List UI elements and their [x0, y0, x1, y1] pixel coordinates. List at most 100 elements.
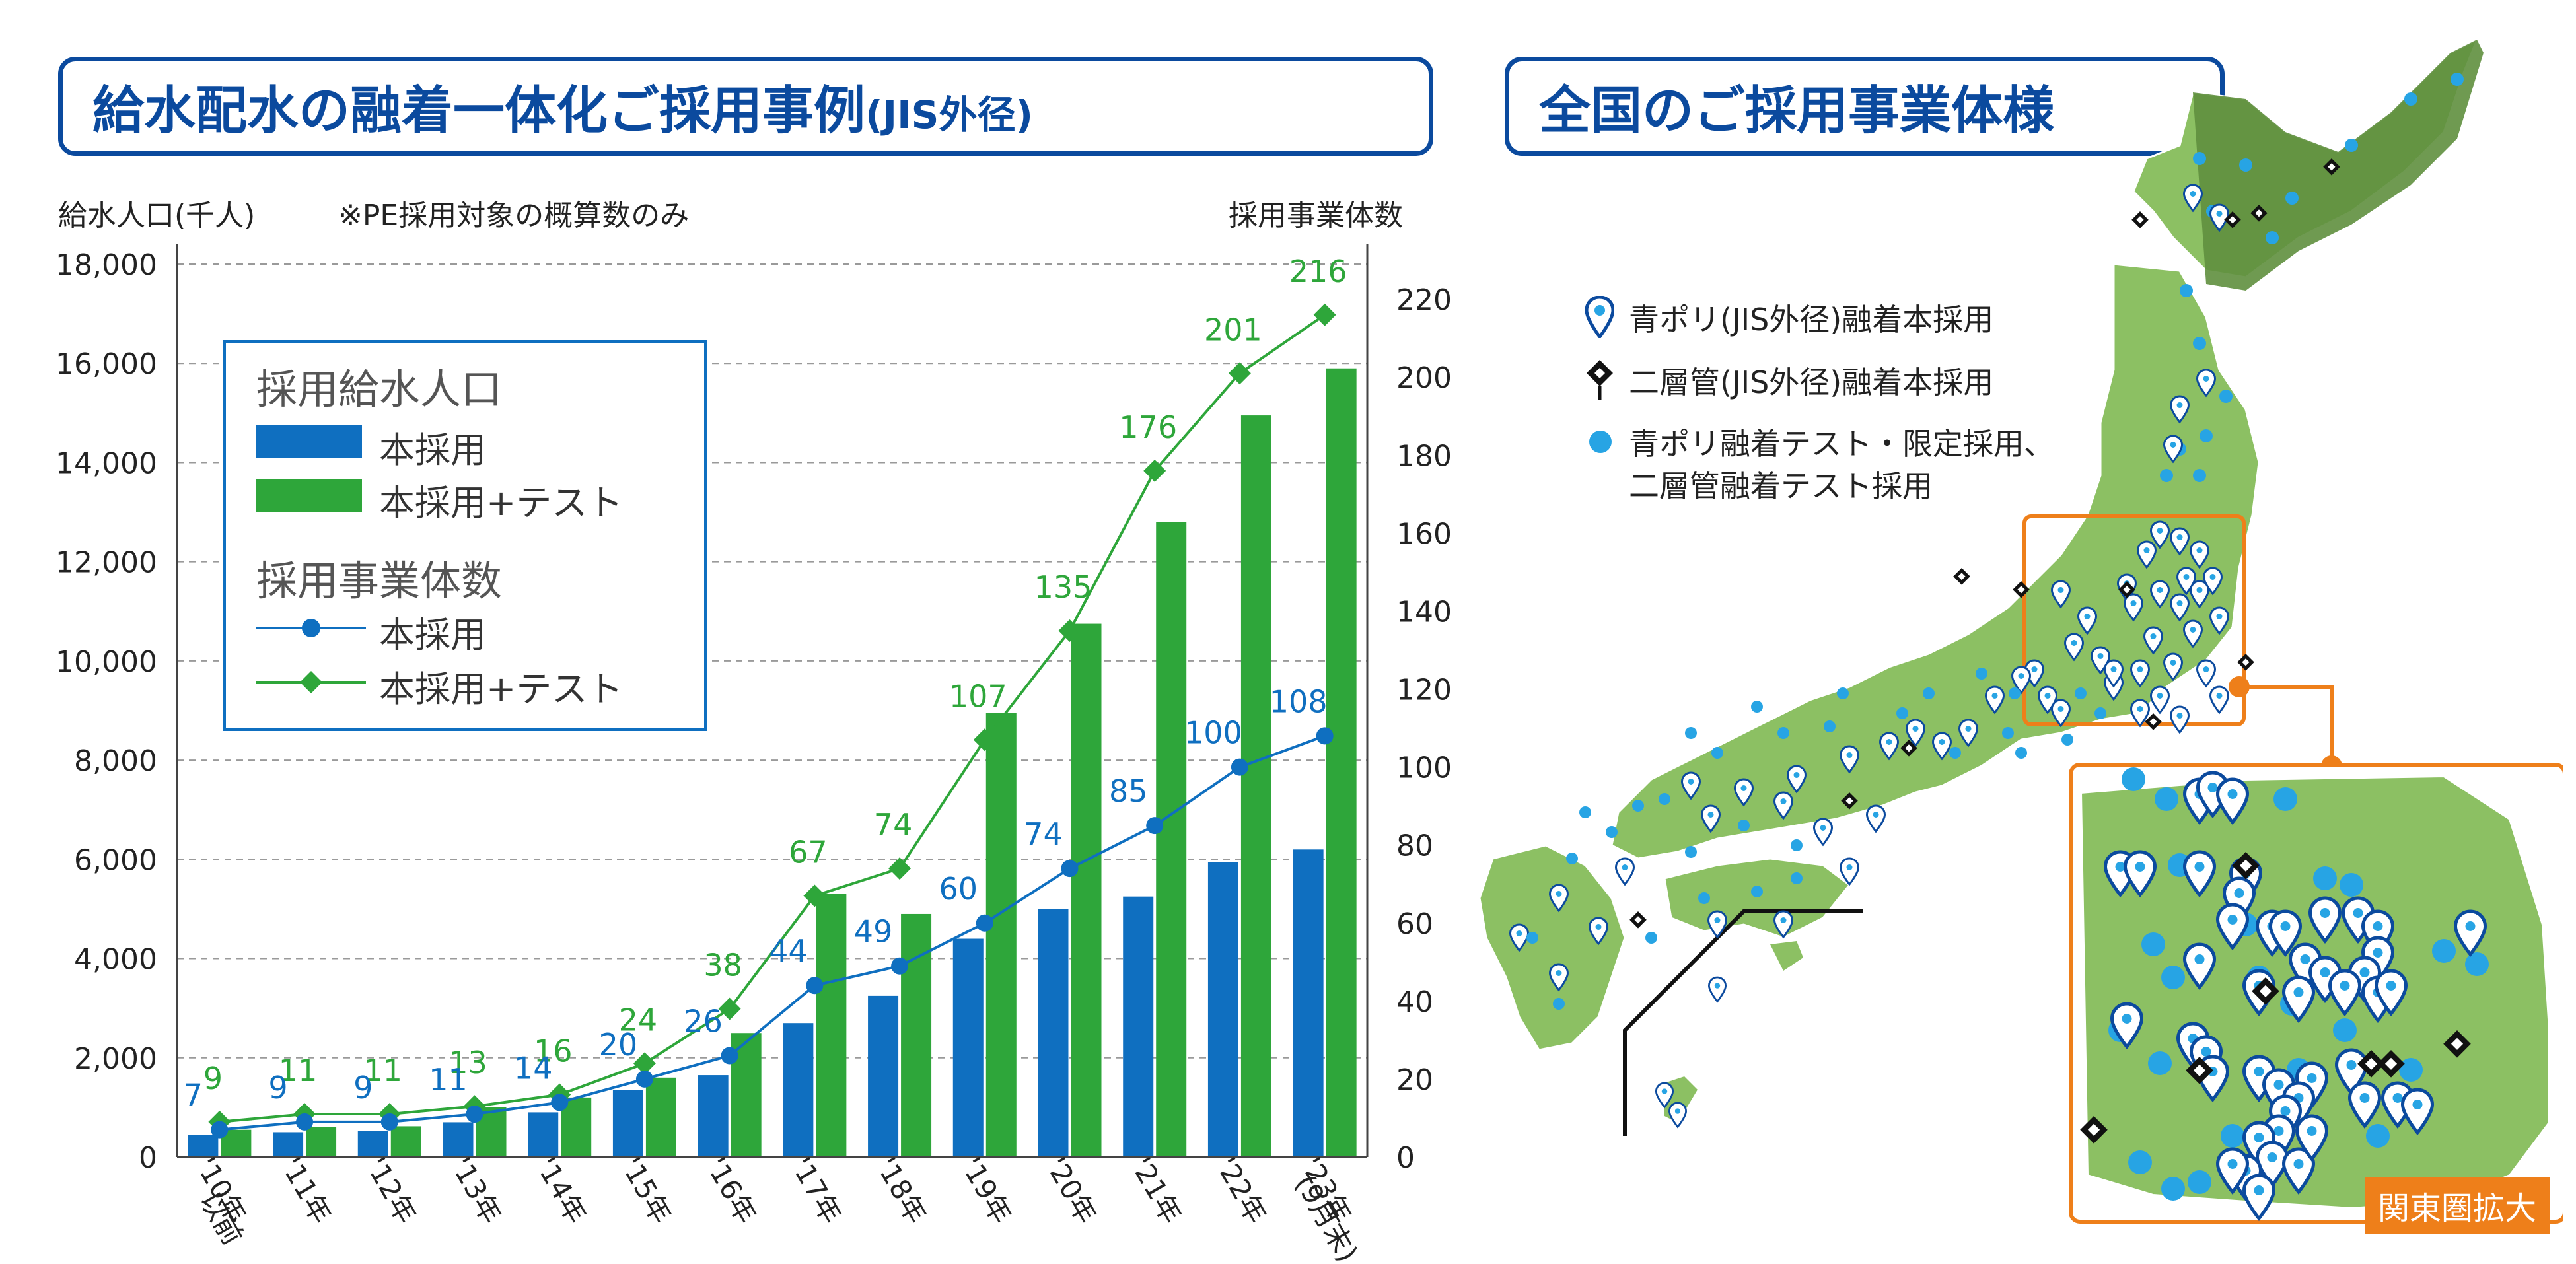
- bar-honsaiyou-test: [390, 1126, 421, 1157]
- legend-bar-green-swatch: [256, 479, 362, 512]
- blue-dot-icon: [1777, 727, 1789, 739]
- blue-dot-icon: [2161, 1177, 2185, 1201]
- blue-dot-icon: [1751, 886, 1763, 897]
- blue-pin-center: [2207, 783, 2218, 792]
- right-tick-label: 160: [1396, 517, 1452, 551]
- black-pin-center: [2242, 658, 2250, 666]
- blue-dot-icon: [1566, 853, 1578, 864]
- blue-pin-icon: [1839, 745, 1860, 774]
- bar-honsaiyou: [1123, 896, 1154, 1157]
- blue-dot-icon: [1824, 720, 1836, 732]
- blue-pin-center: [2254, 1067, 2264, 1076]
- point-honsaiyou-test: [1143, 459, 1166, 482]
- blue-pin-icon: [2215, 1147, 2250, 1195]
- blue-pin-icon: [2110, 1002, 2144, 1049]
- right-tick-label: 0: [1396, 1141, 1415, 1175]
- blue-pin-icon: [1707, 976, 1727, 1003]
- right-tick-label: 120: [1396, 674, 1452, 707]
- blue-dot-icon: [1685, 846, 1697, 858]
- legend-line-blue-label: 本採用: [379, 614, 486, 656]
- blue-dot-icon: [1837, 687, 1849, 699]
- blue-dot-icon: [1659, 793, 1670, 805]
- blue-pin-icon: [2136, 540, 2157, 569]
- bar-honsaiyou-test: [306, 1127, 337, 1157]
- right-tick-label: 200: [1396, 361, 1452, 395]
- blue-dot-icon: [2200, 429, 2213, 442]
- blue-pin-center: [1688, 779, 1694, 785]
- left-tick-label: 4,000: [74, 943, 157, 977]
- data-label-honsaiyou: 85: [1109, 773, 1148, 809]
- data-label-honsaiyou: 11: [429, 1062, 468, 1098]
- blue-pin-center: [1991, 693, 1998, 699]
- blue-dot-icon: [2465, 952, 2489, 976]
- blue-pin-icon: [2295, 1114, 2329, 1162]
- blue-pin-center: [2137, 706, 2143, 712]
- black-pin-center: [2193, 1064, 2206, 1076]
- blue-pin-icon: [1786, 765, 1807, 794]
- blue-pin-icon: [2242, 1174, 2276, 1221]
- blue-dot-icon: [2155, 787, 2178, 811]
- blue-pin-icon: [2347, 1081, 2382, 1129]
- right-tick-label: 60: [1396, 907, 1433, 941]
- chart-title-suffix: (JIS外径): [865, 92, 1033, 137]
- blue-dot-icon: [2266, 231, 2279, 244]
- map-title-box: [1505, 57, 2225, 156]
- left-tick-label: 2,000: [74, 1042, 157, 1076]
- data-label-honsaiyou-test: 24: [619, 1002, 658, 1037]
- blue-pin-icon: [2037, 685, 2058, 715]
- blue-pin-icon: [2169, 705, 2190, 734]
- black-pin-center: [2017, 586, 2025, 594]
- japan-map: [1480, 37, 2563, 1224]
- blue-pin-icon: [1773, 791, 1794, 820]
- x-tick-label: '17年: [785, 1152, 848, 1229]
- blue-dot-icon: [1526, 932, 1538, 944]
- legend-blue-pin-label: 青ポリ(JIS外径)融着本採用: [1629, 302, 1994, 337]
- bar-honsaiyou: [443, 1122, 474, 1157]
- blue-dot-icon: [2180, 284, 2193, 297]
- point-honsaiyou: [1316, 727, 1334, 745]
- blue-pin-center: [1595, 924, 1602, 930]
- x-tick-label: '22年: [1210, 1152, 1273, 1229]
- blue-dot-icon: [1738, 820, 1750, 831]
- map-shikoku: [1663, 857, 1851, 939]
- blue-pin-center: [2196, 547, 2203, 553]
- blue-pin-center: [2084, 614, 2091, 619]
- blue-pin-icon: [2129, 699, 2151, 728]
- bar-honsaiyou: [868, 995, 899, 1157]
- bar-honsaiyou-test: [1156, 522, 1187, 1157]
- data-label-honsaiyou-test: 11: [279, 1053, 318, 1088]
- data-label-honsaiyou-test: 107: [949, 678, 1007, 714]
- blue-dot-icon: [2193, 337, 2206, 350]
- left-tick-label: 10,000: [55, 645, 157, 679]
- blue-pin-center: [2373, 948, 2383, 958]
- blue-pin-icon: [2182, 850, 2217, 897]
- blue-pin-center: [1846, 864, 1853, 870]
- blue-pin-icon: [1984, 685, 2005, 715]
- blue-pin-icon: [2176, 567, 2197, 596]
- blue-dot-icon: [2094, 707, 2106, 719]
- blue-dot-icon: [2366, 1124, 2390, 1148]
- right-tick-label: 220: [1396, 283, 1452, 317]
- blue-dot-icon: [2221, 1124, 2244, 1148]
- blue-pin-center: [2209, 574, 2216, 580]
- map-kyushu: [1480, 844, 1626, 1051]
- blue-pin-icon: [1958, 719, 1979, 748]
- black-pin-center: [1845, 797, 1853, 805]
- blue-pin-icon: [2189, 540, 2210, 569]
- blue-pin-icon: [1707, 910, 1728, 939]
- black-pin-center: [1905, 744, 1913, 752]
- blue-pin-center: [2190, 191, 2196, 197]
- blue-pin-center: [2057, 706, 2064, 712]
- blue-dot-icon: [2009, 687, 2021, 699]
- blue-pin-icon: [2209, 606, 2230, 635]
- right-tick-label: 180: [1396, 439, 1452, 473]
- blue-pin-center: [2320, 967, 2330, 977]
- blue-pin-icon: [2149, 520, 2170, 549]
- blue-pin-center: [2203, 376, 2209, 382]
- blue-pin-icon: [2103, 659, 2124, 688]
- blue-pin-center: [2194, 862, 2205, 872]
- black-pin-center: [2259, 985, 2272, 997]
- blue-pin-center: [2176, 402, 2183, 408]
- blue-pin-icon: [1509, 923, 1530, 952]
- blue-pin-center: [1820, 825, 1826, 831]
